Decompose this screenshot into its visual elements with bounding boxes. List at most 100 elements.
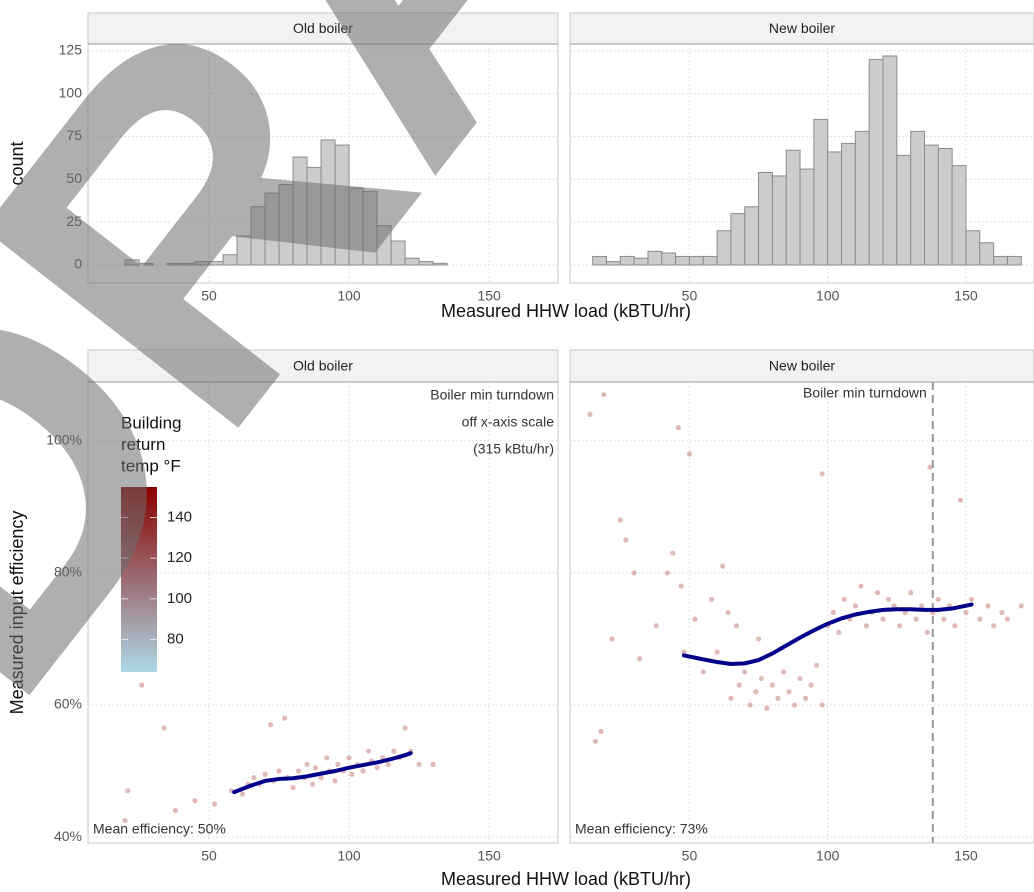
x-tick-label: 150 [954,288,978,304]
point [653,623,659,629]
point [686,451,693,457]
point [985,603,991,609]
point [755,636,762,642]
point [963,609,969,616]
point [924,629,930,635]
x-tick-label: 50 [682,848,698,864]
point [310,781,316,787]
legend-label: 100 [167,590,192,607]
bar [138,262,154,266]
point [885,596,892,602]
strip-label: New boiler [769,20,835,36]
point [725,609,731,616]
bar [716,230,732,266]
point [192,798,198,804]
x-tick-label: 50 [682,288,698,304]
bar [937,148,953,266]
point [780,669,787,675]
point [819,702,825,708]
point [747,702,753,708]
point [312,765,319,771]
bar [124,259,140,266]
y-axis-title: count [7,141,27,185]
point [742,669,748,675]
point [212,801,218,807]
point [332,778,338,784]
legend-label: 80 [167,630,184,647]
point [617,517,623,523]
x-tick-label: 100 [816,848,840,864]
point [897,623,903,629]
point [797,675,803,682]
point [758,675,764,682]
point [172,808,178,814]
point [714,649,720,655]
point [598,728,604,734]
point [802,695,809,701]
bar [744,206,760,266]
y-tick-label: 75 [66,127,82,143]
bar [702,255,718,266]
point [791,702,798,708]
point [764,705,770,711]
bar [785,149,801,266]
legend-title: Building [121,413,182,432]
point [601,391,607,398]
fit-line [681,602,974,667]
y-tick-label: 40% [54,828,82,844]
point [841,596,847,602]
bar [799,168,815,266]
bar [758,171,773,266]
point [349,771,355,777]
x-tick-label: 100 [816,288,840,304]
bar [841,142,856,266]
strip [569,12,1034,45]
legend-label: 140 [167,508,192,525]
point [587,411,593,417]
point [675,424,681,431]
point [952,623,958,629]
bar [896,154,912,266]
point [874,590,881,596]
bar [661,252,677,266]
point [708,596,715,602]
annotation: Boiler min turndown [803,385,927,401]
y-axis-title: Measured input efficiency [7,511,27,715]
point [366,748,372,754]
bar [688,255,704,266]
fit-line [232,751,413,795]
x-tick-label: 150 [477,848,501,864]
point [908,590,914,596]
bar [993,255,1008,266]
point [786,689,792,695]
strip-label: Old boiler [293,20,353,36]
point [830,609,836,616]
point [999,609,1005,616]
point [416,761,422,768]
point [324,755,330,761]
point [1004,616,1011,622]
point [728,695,734,701]
point [290,784,296,791]
point [374,765,380,771]
bar [882,55,898,266]
bar [633,257,649,266]
point [122,817,128,824]
panel-background [87,381,559,844]
point [769,682,776,688]
point [670,550,676,556]
bar [390,240,406,266]
bar [979,242,995,266]
point [282,715,288,721]
bar [675,255,690,266]
point [880,616,886,622]
point [733,623,740,629]
point [631,570,637,576]
point [385,761,391,768]
bar [965,230,981,266]
x-axis-title: Measured HHW load (kBTU/hr) [441,301,691,321]
point [720,563,726,569]
point [775,695,781,701]
